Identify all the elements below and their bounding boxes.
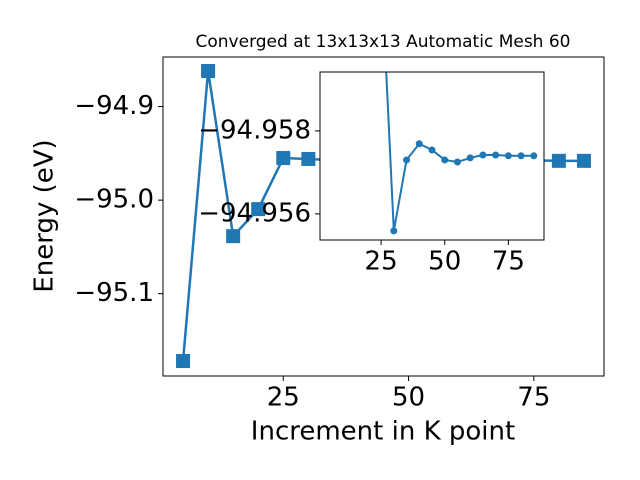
x-axis-label: Increment in K point [251, 417, 515, 447]
plot-content [385, 72, 538, 235]
x-tick-label: 25 [267, 383, 300, 413]
marker [201, 64, 216, 79]
x-tick-label: 50 [428, 247, 461, 277]
marker [479, 151, 487, 159]
marker [441, 156, 449, 164]
marker [415, 140, 423, 148]
marker [453, 158, 461, 166]
marker [276, 151, 291, 166]
x-tick-label: 50 [392, 383, 425, 413]
marker [492, 151, 500, 159]
marker [530, 152, 538, 160]
marker [226, 229, 241, 244]
y-tick-label: −95.0 [74, 185, 154, 215]
marker [176, 354, 191, 369]
y-tick-label: −95.1 [74, 278, 154, 308]
axes-frame [319, 71, 545, 241]
y-tick-label: −94.958 [198, 115, 311, 145]
y-tick-label: −94.9 [74, 91, 154, 121]
marker [428, 146, 436, 154]
marker [504, 152, 512, 160]
x-tick-label: 75 [492, 247, 525, 277]
marker [301, 151, 316, 166]
chart-title: Converged at 13x13x13 Automatic Mesh 60 [196, 32, 571, 52]
x-tick-label: 25 [365, 247, 398, 277]
axes-frame [162, 56, 605, 377]
marker [551, 153, 566, 168]
marker [390, 227, 398, 235]
y-axis-label: Energy (eV) [30, 139, 60, 292]
marker [403, 156, 411, 164]
marker [251, 202, 266, 217]
marker [517, 152, 525, 160]
x-tick-label: 75 [517, 383, 550, 413]
marker [576, 153, 591, 168]
marker [466, 154, 474, 162]
y-tick-label: −94.956 [198, 198, 311, 228]
